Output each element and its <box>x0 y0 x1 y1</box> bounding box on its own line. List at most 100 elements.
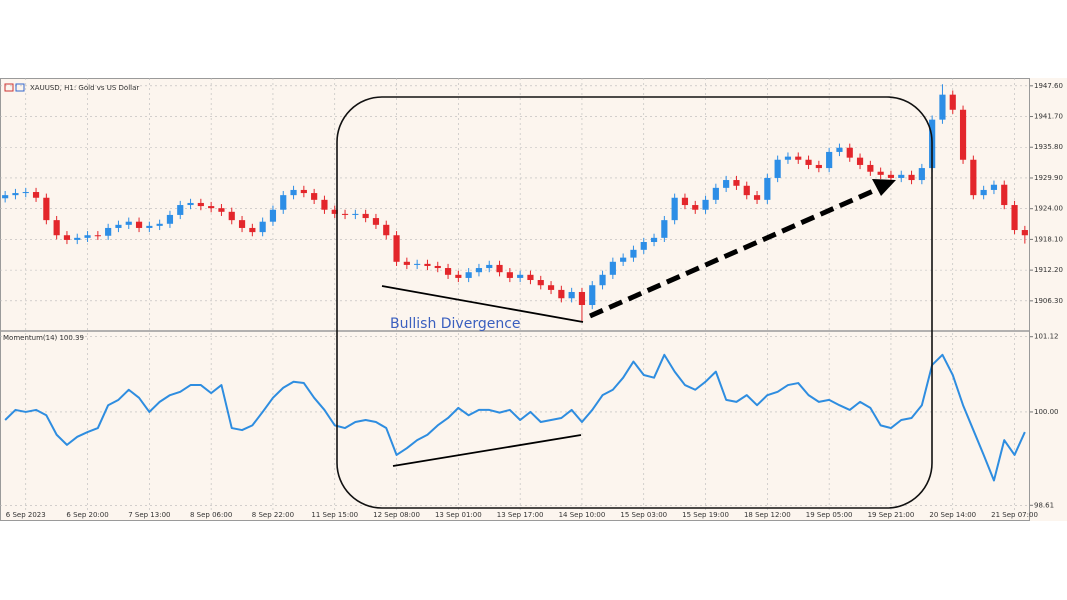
candle-body <box>125 221 132 225</box>
candle-body <box>867 164 874 172</box>
candle-body <box>238 220 246 228</box>
candle-body <box>1021 230 1028 236</box>
candle-body <box>764 177 771 200</box>
candle-body <box>311 193 318 200</box>
y-tick-label: 1947.60 <box>1034 82 1063 90</box>
candle-body <box>640 242 647 250</box>
candle-body <box>341 213 349 215</box>
candle-body <box>702 199 709 210</box>
x-tick-label: 8 Sep 22:00 <box>252 511 294 519</box>
annotation: Bullish Divergence <box>390 316 521 332</box>
candle-body <box>630 249 637 258</box>
candle-body <box>146 225 153 228</box>
y-tick-label: 1912.20 <box>1034 266 1063 274</box>
candle-body <box>753 195 761 200</box>
x-tick-label: 19 Sep 21:00 <box>868 511 915 519</box>
candle-body <box>846 147 853 158</box>
candle-body <box>43 197 50 221</box>
trend-arrow <box>588 185 882 319</box>
candle-body <box>208 206 215 209</box>
candle-body <box>949 94 956 110</box>
y-tick-label: 1918.10 <box>1034 235 1063 243</box>
candle-body <box>115 224 122 228</box>
candle-body <box>177 205 184 215</box>
candle-body <box>22 192 29 194</box>
candle-body <box>671 197 678 221</box>
candle-body <box>568 291 575 299</box>
candle-body <box>135 221 143 228</box>
candle-body <box>887 174 895 178</box>
indicator-title: Momentum(14) 100.39 <box>3 334 84 342</box>
candle-body <box>84 235 91 238</box>
candle-body <box>362 213 369 219</box>
candle-body <box>918 168 925 181</box>
momentum-line <box>4 353 1026 482</box>
candle-body <box>486 264 493 269</box>
candle-body <box>537 280 544 286</box>
plot-frame <box>0 78 1030 521</box>
candle-body <box>692 205 699 210</box>
candle-body <box>94 235 101 237</box>
x-tick-label: 6 Sep 20:00 <box>66 511 108 519</box>
y-tick-label: 1906.30 <box>1034 297 1063 305</box>
candle-body <box>156 223 163 226</box>
chart-title: XAUUSD, H1: Gold vs US Dollar <box>30 84 139 92</box>
candle-body <box>774 159 781 178</box>
x-tick-label: 15 Sep 19:00 <box>682 511 729 519</box>
y-tick-label: 100.00 <box>1034 408 1059 416</box>
candle-body <box>1001 184 1008 206</box>
candle-body <box>1011 205 1018 231</box>
candle-body <box>712 187 719 200</box>
candle-body <box>877 171 884 175</box>
candle-body <box>496 264 503 273</box>
x-tick-label: 7 Sep 13:00 <box>128 511 170 519</box>
candle-body <box>166 214 174 224</box>
candle-body <box>620 257 627 262</box>
candle-body <box>527 274 534 281</box>
candle-body <box>908 174 915 181</box>
y-tick-label: 1941.70 <box>1034 113 1063 121</box>
candle-body <box>455 274 462 278</box>
x-tick-label: 13 Sep 01:00 <box>435 511 482 519</box>
x-tick-label: 14 Sep 10:00 <box>559 511 606 519</box>
candle-body <box>578 291 586 306</box>
candle-body <box>990 184 998 190</box>
candle-body <box>970 159 977 196</box>
candle-body <box>414 263 421 265</box>
candle-body <box>444 268 452 275</box>
candle-body <box>558 289 565 299</box>
candle-body <box>547 285 555 290</box>
x-tick-label: 11 Sep 15:00 <box>311 511 358 519</box>
candle-body <box>372 218 380 225</box>
candle-body <box>187 202 194 206</box>
x-tick-label: 12 Sep 08:00 <box>373 511 420 519</box>
candle-body <box>898 174 905 178</box>
candle-body <box>424 263 431 266</box>
candle-body <box>733 180 740 186</box>
candle-body <box>228 211 235 221</box>
candle-body <box>681 197 689 206</box>
highlight-box <box>336 96 933 509</box>
candle-body <box>393 235 400 262</box>
momentum-trendline <box>392 434 582 467</box>
candle-body <box>197 202 204 207</box>
candle-body <box>980 189 987 196</box>
candle-body <box>661 220 668 238</box>
y-tick-label: 1935.80 <box>1034 143 1063 151</box>
y-tick-label: 1924.00 <box>1034 205 1063 213</box>
x-tick-label: 21 Sep 07:00 <box>991 511 1038 519</box>
candle-body <box>321 199 328 210</box>
candle-body <box>218 208 225 212</box>
candle-body <box>517 274 524 278</box>
candle-body <box>599 274 606 286</box>
chart-background <box>0 78 1067 521</box>
candle-body <box>434 265 441 269</box>
candle-body <box>795 156 802 160</box>
x-tick-label: 20 Sep 14:00 <box>929 511 976 519</box>
candle-body <box>723 180 730 188</box>
symbol-icon <box>15 83 25 92</box>
candle-body <box>105 227 112 236</box>
candle-body <box>249 227 256 233</box>
candle-body <box>300 189 307 194</box>
